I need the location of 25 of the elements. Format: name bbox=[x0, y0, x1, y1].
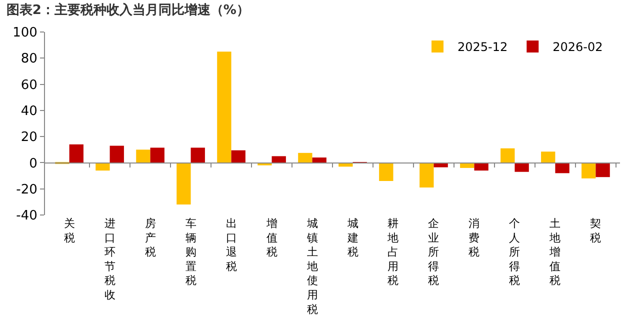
x-tick-label: 耕地占用税 bbox=[386, 217, 399, 288]
x-tick-label: 车辆购置税 bbox=[185, 217, 196, 288]
y-tick-label: 20 bbox=[20, 130, 38, 146]
x-tick-label: 消费税 bbox=[468, 217, 480, 259]
x-tick-label: 契税 bbox=[590, 217, 602, 244]
y-tick-label: 0 bbox=[29, 156, 38, 172]
x-tick-label: 出口退税 bbox=[226, 217, 237, 273]
y-tick-label: 80 bbox=[20, 52, 38, 67]
y-tick-label: 60 bbox=[20, 78, 38, 93]
y-tick-label: -20 bbox=[16, 182, 38, 198]
y-tick-label: 40 bbox=[20, 104, 38, 119]
legend-label: 2026-02 bbox=[552, 40, 603, 54]
x-tick-label: 房产税 bbox=[144, 217, 156, 259]
chart-title: 图表2：主要税种收入当月同比增速（%） bbox=[6, 2, 250, 18]
x-tick-label: 城镇土地使用税 bbox=[306, 217, 318, 316]
y-tick-label: 100 bbox=[12, 26, 38, 41]
x-tick-label: 城建税 bbox=[346, 217, 358, 259]
y-tick-label: -40 bbox=[16, 208, 38, 224]
x-tick-label: 土地增值税 bbox=[548, 217, 561, 288]
x-tick-label: 关税 bbox=[64, 217, 75, 244]
x-tick-label: 个人所得税 bbox=[509, 217, 520, 288]
x-tick-label: 企业所得税 bbox=[428, 217, 440, 288]
x-tick-label: 增值税 bbox=[265, 217, 278, 259]
x-tick-label: 进口环节税收 bbox=[104, 217, 116, 302]
legend-label: 2025-12 bbox=[458, 40, 508, 54]
